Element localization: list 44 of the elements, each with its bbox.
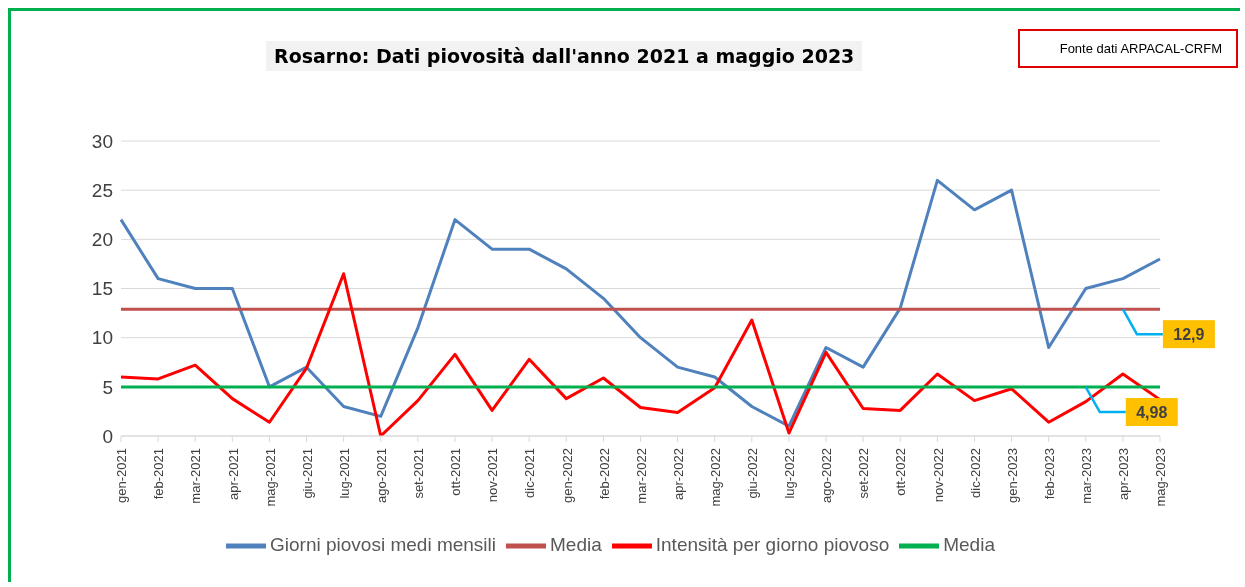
legend-label: Media	[550, 534, 602, 556]
source-note: Fonte dati ARPACAL-CRFM	[1017, 29, 1238, 68]
x-tick-label: set-2022	[856, 448, 872, 499]
x-tick-label: nov-2021	[485, 448, 501, 503]
x-tick-label: mag-2022	[707, 448, 723, 507]
legend-label: Giorni piovosi medi mensili	[270, 534, 497, 556]
legend-label: Media	[943, 534, 995, 556]
x-tick-label: mag-2023	[1153, 448, 1169, 507]
x-tick-label: ago-2022	[819, 448, 835, 503]
x-tick-label: mar-2021	[188, 448, 204, 504]
x-tick-label: giu-2022	[745, 448, 761, 499]
y-tick-label: 15	[91, 278, 113, 300]
x-tick-label: ago-2021	[373, 448, 389, 503]
x-tick-label: apr-2021	[225, 448, 241, 501]
y-tick-label: 25	[91, 179, 113, 201]
x-tick-label: dic-2022	[967, 448, 983, 498]
y-tick-label: 0	[102, 425, 113, 447]
x-tick-label: lug-2021	[336, 448, 352, 499]
x-tick-label: nov-2022	[930, 448, 946, 503]
x-tick-label: giu-2021	[299, 448, 315, 499]
chart-title: Rosarno: Dati piovosità dall'anno 2021 a maggio 2023	[266, 41, 863, 71]
annotation: 4,98	[1136, 404, 1168, 422]
x-tick-label: mar-2023	[1079, 448, 1095, 504]
x-tick-label: dic-2021	[522, 448, 538, 498]
x-tick-label: apr-2023	[1116, 448, 1132, 501]
x-tick-label: feb-2022	[596, 448, 612, 500]
y-tick-label: 5	[102, 376, 113, 398]
x-tick-label: apr-2022	[670, 448, 686, 501]
x-tick-label: mag-2021	[262, 448, 278, 507]
x-tick-label: feb-2021	[151, 448, 167, 500]
x-tick-label: gen-2023	[1004, 448, 1020, 503]
y-tick-label: 20	[91, 229, 113, 251]
x-tick-label: mar-2022	[633, 448, 649, 504]
legend-label: Intensità per giorno piovoso	[655, 534, 890, 556]
x-tick-label: lug-2022	[782, 448, 798, 499]
y-tick-label: 10	[91, 327, 113, 349]
annotation: 12,9	[1173, 326, 1205, 344]
x-tick-label: ott-2021	[448, 448, 464, 496]
x-tick-label: feb-2023	[1041, 448, 1057, 500]
x-tick-label: gen-2021	[114, 448, 130, 503]
x-tick-label: ott-2022	[893, 448, 909, 496]
x-tick-label: gen-2022	[559, 448, 575, 503]
y-tick-label: 30	[91, 130, 113, 152]
x-tick-label: set-2021	[411, 448, 427, 499]
